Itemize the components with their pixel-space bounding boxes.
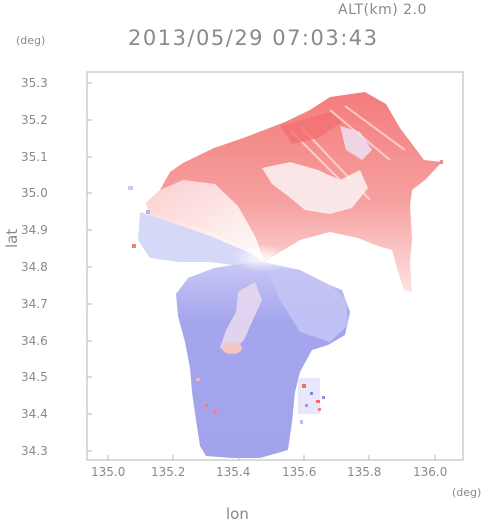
velocity-field: [128, 92, 443, 458]
x-axis-unit: (deg): [452, 486, 482, 499]
altitude-label: ALT(km) 2.0: [338, 2, 427, 18]
y-tick-label: 34.4: [21, 407, 48, 421]
x-tick-label: 135.2: [151, 465, 185, 479]
x-tick-labels: 135.0 135.2 135.4 135.6 135.8 136.0: [91, 465, 447, 479]
y-tick-label: 35.1: [21, 150, 48, 164]
x-tick-label: 135.6: [282, 465, 316, 479]
x-axis-label: lon: [226, 505, 249, 523]
y-tick-label: 34.5: [21, 370, 48, 384]
y-tick-label: 34.7: [21, 297, 48, 311]
y-tick-label: 34.9: [21, 223, 48, 237]
y-tick-label: 34.3: [21, 444, 48, 458]
y-tick-label: 35.3: [21, 76, 48, 90]
x-tick-label: 136.0: [413, 465, 447, 479]
x-tick-label: 135.0: [91, 465, 125, 479]
x-tick-label: 135.8: [347, 465, 381, 479]
y-axis-unit: (deg): [16, 34, 46, 47]
y-tick-labels: 35.3 35.2 35.1 35.0 34.9 34.8 34.7 34.6 …: [21, 76, 48, 458]
plot-frame: [86, 71, 464, 461]
y-tick-label: 34.8: [21, 260, 48, 274]
clutter-patch: [298, 378, 325, 424]
timestamp-title: 2013/05/29 07:03:43: [128, 26, 379, 50]
neutral-transition: [146, 180, 264, 262]
y-tick-label: 35.0: [21, 186, 48, 200]
y-tick-label: 34.6: [21, 334, 48, 348]
x-tick-label: 135.4: [216, 465, 250, 479]
tick-marks: [87, 82, 436, 460]
y-tick-label: 35.2: [21, 113, 48, 127]
radar-center: [232, 244, 292, 272]
